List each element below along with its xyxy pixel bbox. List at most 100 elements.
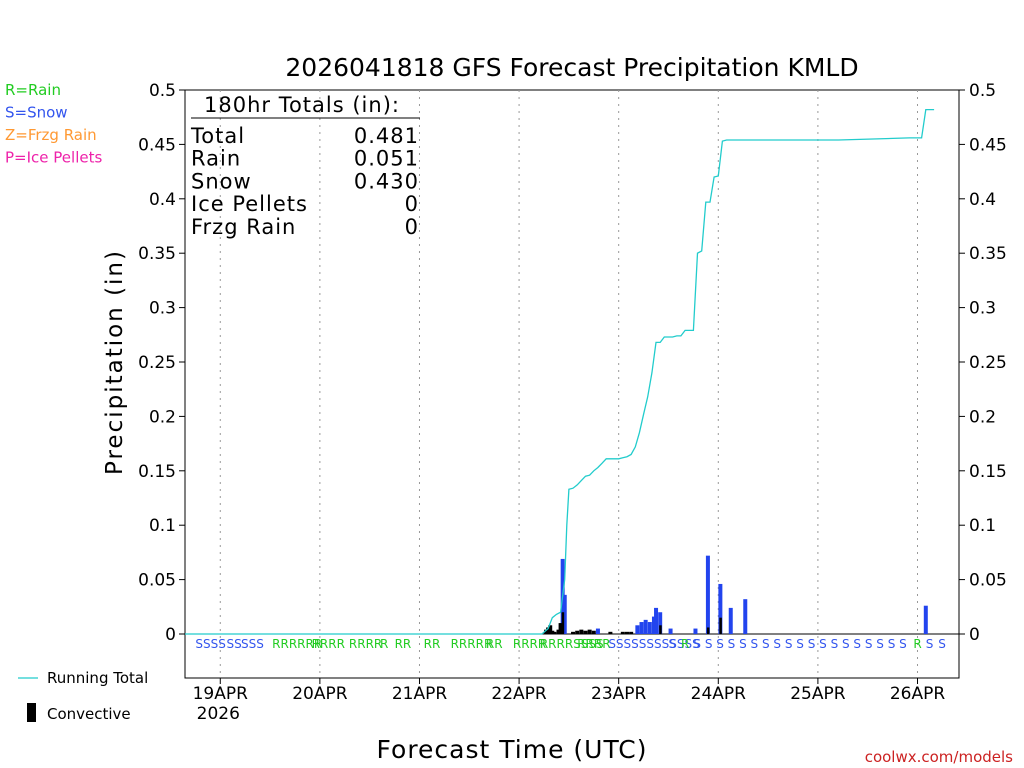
y-tick-label-right: 0.2 — [969, 407, 996, 427]
precip-bar — [552, 631, 557, 634]
convective-bars — [547, 612, 722, 634]
y-tick-label: 0.2 — [149, 407, 176, 427]
precip-bar — [693, 628, 698, 634]
y-tick-label-right: 0.1 — [969, 516, 996, 536]
precip-bar — [556, 629, 561, 634]
precip-bar — [654, 607, 659, 634]
precip-type-label: RR — [486, 637, 503, 651]
precip-bar — [571, 631, 576, 634]
precip-type-label: S — [926, 637, 934, 651]
y-tick-label-right: 0 — [969, 625, 980, 645]
x-tick-label: 24APR — [691, 684, 747, 704]
precip-bar — [743, 599, 748, 634]
running-total-legend-label: Running Total — [47, 669, 148, 687]
totals-row-label: Ice Pellets — [191, 192, 308, 216]
y-tick-label: 0.15 — [138, 462, 176, 482]
x-tick-label: 22APR — [491, 684, 547, 704]
type-legend-item: S=Snow — [5, 104, 68, 122]
precip-bar — [591, 630, 596, 634]
y-tick-label: 0.4 — [149, 190, 176, 210]
y-tick-label-right: 0.25 — [969, 353, 1007, 373]
precip-bar — [550, 630, 555, 634]
precip-type-label: RRRRR — [451, 637, 493, 651]
y-axis-left: 0 0.05 0.1 0.15 0.2 0.25 0.3 0.35 0.4 0.45 0.5 — [138, 81, 185, 645]
precip-bar — [639, 622, 644, 634]
y-tick-label: 0.45 — [138, 135, 176, 155]
precip-bar — [544, 629, 549, 634]
precip-bar — [624, 631, 629, 634]
precip-type-label: RRRRSSSS — [540, 637, 604, 651]
totals-row-label: Frzg Rain — [191, 215, 296, 239]
precip-bar — [668, 628, 673, 634]
precip-type-label: RR — [424, 637, 441, 651]
precip-type-label: RRRR — [349, 637, 382, 651]
y-tick-label: 0.35 — [138, 244, 176, 264]
precip-bar — [587, 629, 592, 634]
precip-bar — [658, 612, 663, 634]
precip-bar — [647, 622, 652, 634]
precip-bar — [635, 625, 640, 634]
y-tick-label: 0.05 — [138, 571, 176, 591]
precip-type-legend: R=Rain S=Snow Z=Frzg Rain P=Ice Pellets — [5, 81, 102, 167]
precip-type-label: RRRR — [312, 637, 345, 651]
precip-type-label: SSS — [241, 637, 264, 651]
y-axis-label: Precipitation (in) — [102, 249, 128, 475]
totals-row-value: 0 — [405, 192, 419, 216]
totals-row-value: 0.051 — [354, 147, 419, 171]
x-tick-label: 21APR — [392, 684, 448, 704]
totals-row-label: Rain — [191, 147, 241, 171]
y-tick-label-right: 0.4 — [969, 190, 996, 210]
totals-box: 180hr Totals (in): Total 0.481 Rain 0.051 Sn… — [190, 93, 420, 239]
precip-bar — [548, 625, 553, 634]
precip-bar — [583, 630, 588, 634]
precip-bar — [608, 631, 613, 634]
precip-type-label: RRRR — [513, 637, 546, 651]
precip-type-label: SS — [227, 637, 242, 651]
convective-bar — [561, 612, 565, 634]
y-tick-label: 0.1 — [149, 516, 176, 536]
x-tick-label: 19APR — [193, 684, 249, 704]
series-legend: Running Total Convective — [18, 669, 148, 723]
totals-row-label: Snow — [191, 169, 252, 193]
precip-bar — [620, 631, 625, 634]
precip-type-label: S — [938, 637, 946, 651]
precip-type-label: S S S S S S S S S S S S S S S S S S S — [693, 637, 906, 651]
y-tick-label-right: 0.45 — [969, 135, 1007, 155]
type-legend-item: P=Ice Pellets — [5, 149, 102, 167]
precip-type-label: R — [681, 637, 689, 651]
precip-type-label: SSSSSSSSSSSS — [608, 637, 699, 651]
convective-bar — [659, 625, 662, 634]
precip-bar — [575, 630, 580, 634]
x-axis-label: Forecast Time (UTC) — [377, 735, 648, 764]
totals-rows: Total 0.481 Rain 0.051 Snow 0.430 Ice Pellets 0… — [190, 124, 419, 239]
y-tick-label-right: 0.15 — [969, 462, 1007, 482]
y-tick-label-right: 0.3 — [969, 299, 996, 319]
y-tick-label: 0.5 — [149, 81, 176, 101]
totals-row-label: Total — [190, 124, 245, 148]
precip-bar — [562, 594, 567, 634]
totals-row-value: 0.430 — [354, 169, 419, 193]
x-tick-label: 20APR — [292, 684, 348, 704]
precip-type-label: S — [668, 637, 676, 651]
convective-bar — [559, 623, 563, 634]
x-tick-label: 25APR — [790, 684, 846, 704]
precip-type-label: RRRRRR — [272, 637, 322, 651]
precip-type-label: SSSS — [195, 637, 225, 651]
convective-legend-label: Convective — [47, 705, 131, 723]
precip-bar — [705, 555, 710, 634]
precip-bar — [718, 583, 723, 634]
y-tick-label-right: 0.05 — [969, 571, 1007, 591]
y-tick-label: 0 — [165, 625, 176, 645]
totals-row-value: 0.481 — [354, 124, 419, 148]
precip-type-label: RRRR — [577, 637, 610, 651]
precip-bar — [728, 607, 733, 634]
x-tick-label: 23APR — [591, 684, 647, 704]
convective-bar — [719, 617, 722, 634]
y-axis-right: 0 0.05 0.1 0.15 0.2 0.25 0.3 0.35 0.4 0.45 0.5 — [959, 81, 1007, 645]
precip-type-label: RR — [395, 637, 412, 651]
precip-type-label: R — [913, 637, 921, 651]
totals-row-value: 0 — [405, 215, 419, 239]
